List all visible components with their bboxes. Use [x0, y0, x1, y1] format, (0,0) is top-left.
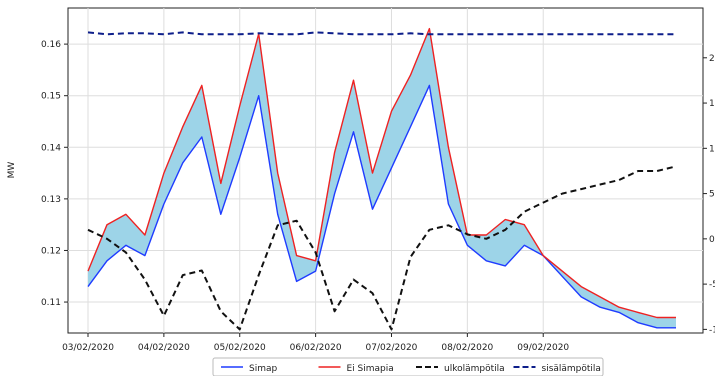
- x-tick-label: 08/02/2020: [441, 343, 493, 353]
- legend-label: Simap: [249, 364, 277, 374]
- series-line: [87, 84, 676, 329]
- y2-axis-ticks: -10 -5 0 5 10 15 20: [703, 54, 715, 335]
- series-lines: [87, 27, 677, 331]
- y2-tick-label: 10: [709, 144, 715, 154]
- y2-tick-label: -5: [709, 280, 715, 290]
- y-tick-label: 0.14: [41, 143, 61, 153]
- y-tick-label: 0.15: [41, 92, 61, 102]
- y-axis-title: MW: [7, 162, 17, 179]
- x-tick-label: 04/02/2020: [138, 343, 190, 353]
- y2-tick-label: 20: [709, 54, 715, 64]
- difference-band: [88, 28, 676, 328]
- x-tick-label: 06/02/2020: [290, 343, 342, 353]
- x-tick-label: 05/02/2020: [214, 343, 266, 353]
- y2-tick-label: 5: [709, 190, 715, 200]
- y-axis-ticks: 0.11 0.12 0.13 0.14 0.15 0.16: [41, 40, 68, 308]
- series-line: [87, 27, 676, 319]
- y2-tick-label: -10: [709, 325, 715, 335]
- x-tick-label: 07/02/2020: [366, 343, 418, 353]
- x-tick-label: 09/02/2020: [517, 343, 569, 353]
- y-tick-label: 0.12: [41, 246, 61, 256]
- x-tick-label: 03/02/2020: [62, 343, 114, 353]
- series-line: [87, 31, 676, 36]
- legend: Simap Ei Simapia ulkolämpötila sisälämpötil…: [212, 357, 604, 377]
- legend-label: ulkolämpötila: [444, 364, 505, 374]
- x-axis-ticks: 03/02/2020 04/02/2020 05/02/2020 06/02/2020…: [62, 333, 569, 353]
- series-line: [87, 165, 677, 331]
- y-tick-label: 0.13: [41, 195, 61, 205]
- y2-tick-label: 0: [709, 235, 715, 245]
- legend-label: sisälämpötila: [542, 364, 601, 374]
- difference-fill: [88, 28, 676, 328]
- y2-tick-label: 15: [709, 99, 715, 109]
- legend-label: Ei Simapia: [347, 364, 394, 374]
- y-tick-label: 0.11: [41, 298, 61, 308]
- y-tick-label: 0.16: [41, 40, 61, 50]
